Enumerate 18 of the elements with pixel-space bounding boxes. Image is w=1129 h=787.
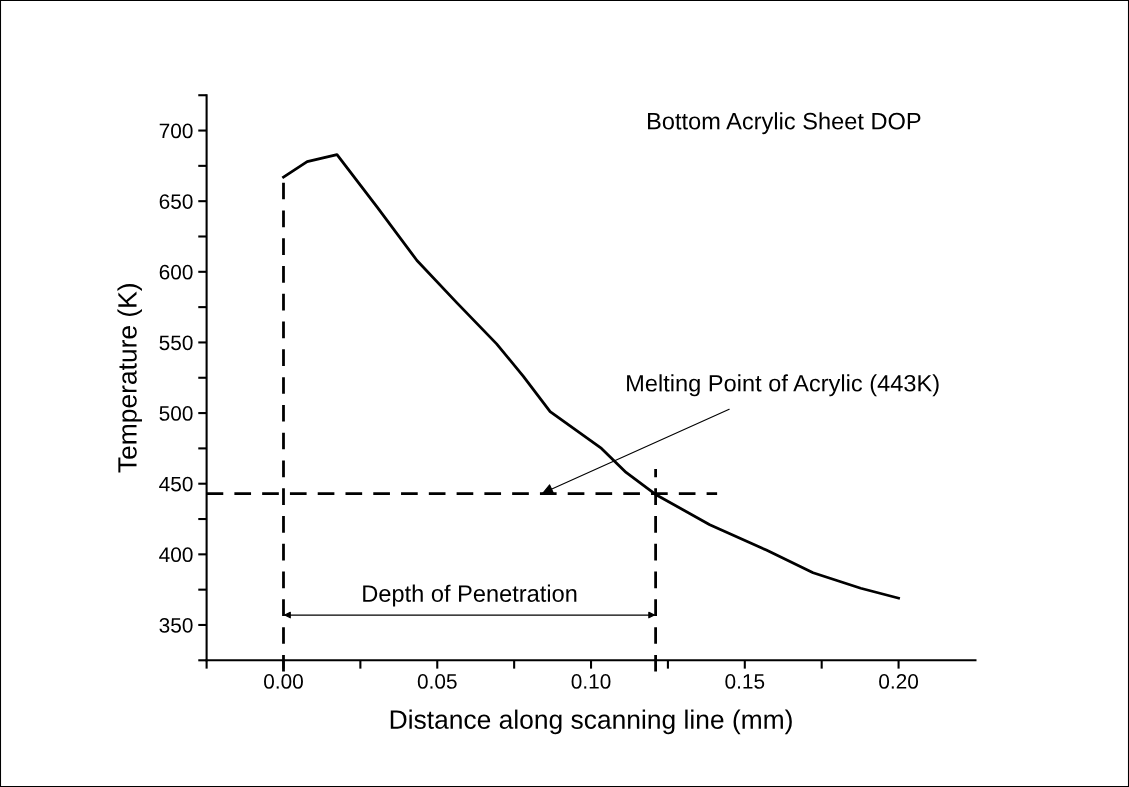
y-tick-label: 400 <box>159 547 193 563</box>
y-tick-label: 700 <box>159 123 193 139</box>
y-tick-label: 550 <box>159 335 193 351</box>
x-tick-label: 0.05 <box>417 674 457 689</box>
text: Bottom Acrylic Sheet DOP <box>648 112 921 135</box>
y-tick-label: 600 <box>159 264 193 280</box>
annotation: Depth of Penetration <box>363 584 577 607</box>
y-tick-label: 650 <box>159 194 193 209</box>
x-tick-label: 0.15 <box>725 674 765 689</box>
y-tick-label: 350 <box>159 617 193 633</box>
annotation: Melting Point of Acrylic (443K) <box>627 374 939 397</box>
x-tick-label: 0.10 <box>571 674 611 689</box>
y-tick-label: 450 <box>159 476 193 492</box>
x-tick-label: 0.00 <box>264 674 303 689</box>
y-tick-label: 500 <box>159 406 193 421</box>
x-tick-label: 0.20 <box>879 674 919 689</box>
x-axis-title: Distance along scanning line (mm) <box>390 709 792 735</box>
y-axis-title: Temperature (K) <box>117 284 142 473</box>
